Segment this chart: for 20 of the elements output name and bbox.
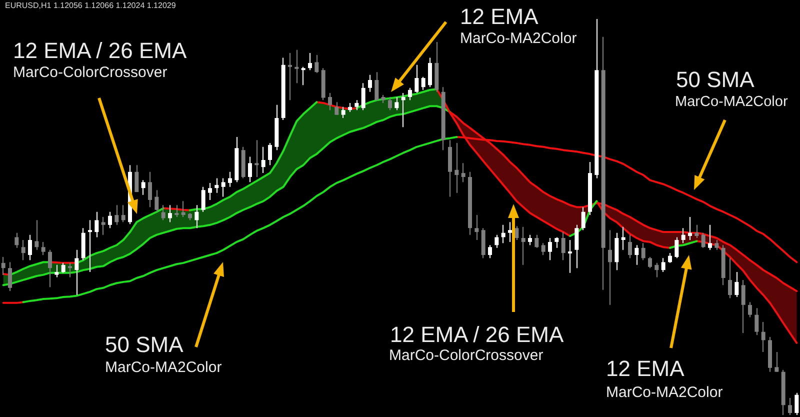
annotation: 12 EMA / 26 EMA [13,38,187,63]
candlestick [454,142,459,193]
annotation: 12 EMA [460,4,538,29]
candlestick [288,53,292,100]
annotation: MarCo-MA2Color [460,30,577,47]
annotation: 50 SMA [105,332,184,357]
annotation: 12 EMA [606,356,684,381]
annotation: 12 EMA / 26 EMA [390,322,564,347]
candlestick [88,220,92,272]
annotation: 50 SMA [676,67,754,92]
annotation: MarCo-MA2Color [105,359,222,376]
candlestick [401,93,406,128]
annotation: MarCo-MA2Color [675,94,788,110]
annotation: MarCo-ColorCrossover [13,64,168,81]
candlestick [294,50,299,84]
candlestick [568,240,572,273]
chart-title: EURUSD,H1 1.12056 1.12066 1.12024 1.12029 [5,1,176,10]
candlestick [254,140,259,178]
annotation: MarCo-MA2Color [606,384,723,401]
annotation: MarCo-ColorCrossover [389,347,544,364]
